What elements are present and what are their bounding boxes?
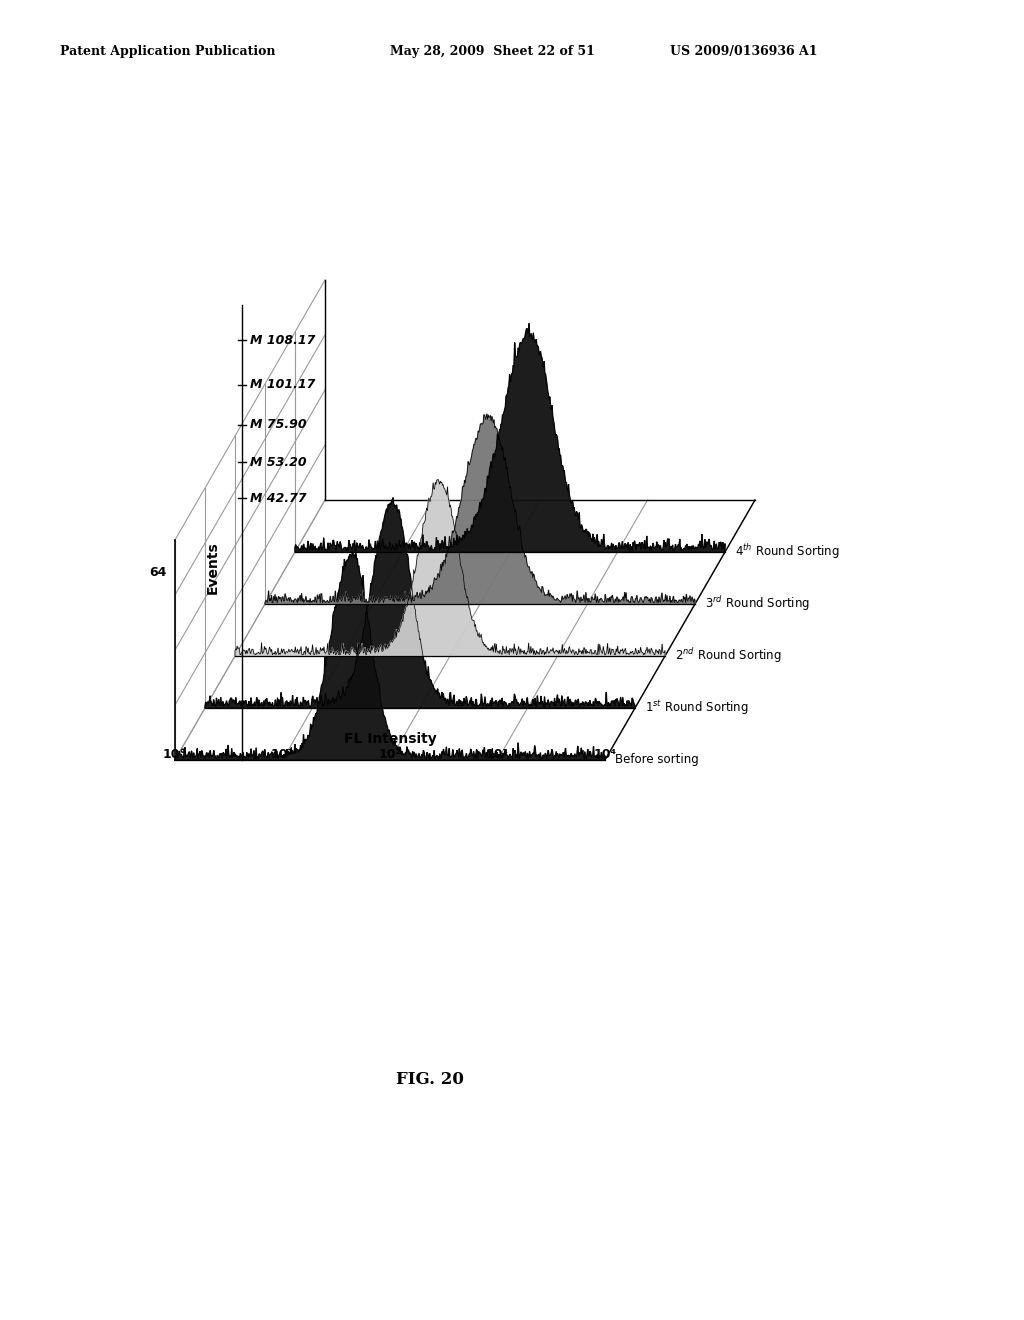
Text: US 2009/0136936 A1: US 2009/0136936 A1 bbox=[670, 45, 817, 58]
Text: 4$^{th}$ Round Sorting: 4$^{th}$ Round Sorting bbox=[735, 543, 840, 561]
Text: FL Intensity: FL Intensity bbox=[344, 733, 436, 746]
Polygon shape bbox=[175, 550, 605, 760]
Text: 64: 64 bbox=[150, 566, 167, 579]
Text: 10²: 10² bbox=[379, 748, 401, 762]
Text: Patent Application Publication: Patent Application Publication bbox=[60, 45, 275, 58]
Text: M 42.77: M 42.77 bbox=[250, 491, 306, 504]
Text: M 75.90: M 75.90 bbox=[250, 418, 306, 432]
Text: Events: Events bbox=[206, 541, 220, 594]
Polygon shape bbox=[234, 479, 665, 656]
Text: FIG. 20: FIG. 20 bbox=[396, 1072, 464, 1089]
Text: Before sorting: Before sorting bbox=[615, 754, 698, 767]
Polygon shape bbox=[295, 323, 725, 552]
Text: 10¹: 10¹ bbox=[271, 748, 294, 762]
Text: 3$^{rd}$ Round Sorting: 3$^{rd}$ Round Sorting bbox=[705, 594, 810, 614]
Text: M 108.17: M 108.17 bbox=[250, 334, 315, 346]
Text: 2$^{nd}$ Round Sorting: 2$^{nd}$ Round Sorting bbox=[675, 647, 781, 665]
Text: M 53.20: M 53.20 bbox=[250, 455, 306, 469]
Polygon shape bbox=[205, 498, 635, 708]
Text: 10⁴: 10⁴ bbox=[594, 748, 616, 762]
Text: 10³: 10³ bbox=[486, 748, 509, 762]
Text: 1$^{st}$ Round Sorting: 1$^{st}$ Round Sorting bbox=[645, 698, 749, 717]
Text: 10°: 10° bbox=[163, 748, 187, 762]
Text: May 28, 2009  Sheet 22 of 51: May 28, 2009 Sheet 22 of 51 bbox=[390, 45, 595, 58]
Text: M 101.17: M 101.17 bbox=[250, 379, 315, 392]
Polygon shape bbox=[265, 414, 695, 605]
